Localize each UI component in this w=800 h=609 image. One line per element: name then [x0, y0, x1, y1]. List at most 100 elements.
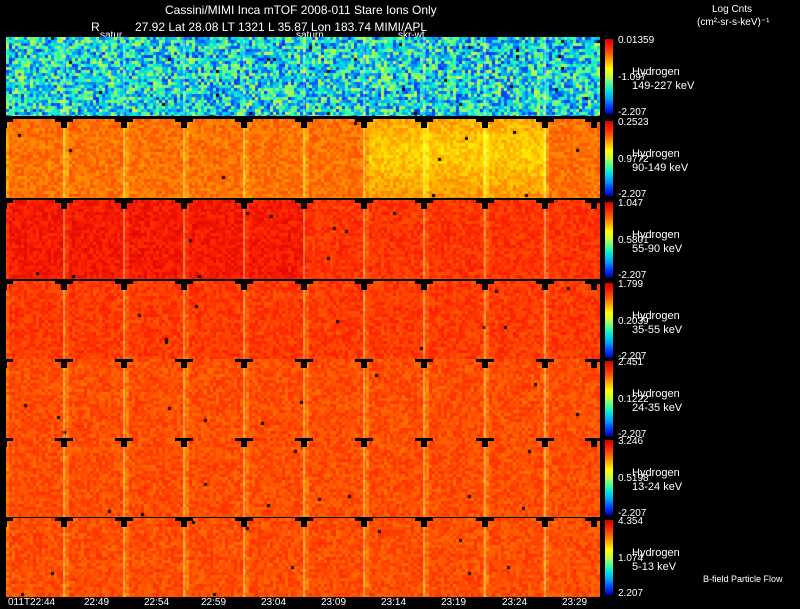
spectrogram-image [6, 359, 600, 438]
cross-marker [415, 200, 433, 209]
colorbar-max: 0.2523 [618, 117, 649, 128]
energy-label: 13-24 keV [632, 481, 683, 493]
colorbar-min: -2.207 [618, 351, 647, 362]
cross-marker [55, 119, 73, 128]
colorbar [605, 202, 613, 277]
cross-marker [235, 518, 253, 527]
colorbar [605, 283, 613, 358]
species-label: Hydrogen [632, 229, 680, 241]
cross-marker [476, 359, 494, 368]
cross-marker [585, 359, 600, 368]
energy-label: 24-35 keV [632, 402, 683, 414]
spectrogram-panel [6, 438, 600, 517]
x-tick-label: 23:29 [562, 597, 588, 608]
spectrogram-panel [6, 37, 600, 116]
cross-marker [55, 200, 73, 209]
panel-grid [6, 438, 600, 517]
cross-marker [6, 200, 13, 209]
colorbar [605, 361, 613, 436]
cross-marker [476, 518, 494, 527]
cross-marker [585, 119, 600, 128]
cross-marker [295, 438, 313, 447]
colorbar [605, 121, 613, 196]
cross-marker [295, 359, 313, 368]
x-tick-label: 23:09 [321, 597, 347, 608]
species-label: Hydrogen [632, 467, 680, 479]
colorbar [605, 520, 613, 595]
panel-label: Hydrogen 24-35 keV [632, 387, 682, 415]
x-tick-label: 22:49 [84, 597, 110, 608]
cross-marker [295, 200, 313, 209]
cross-marker [536, 200, 554, 209]
spectrogram-image [6, 37, 600, 116]
cross-marker [476, 200, 494, 209]
cross-marker [115, 281, 133, 290]
cross-marker [175, 200, 193, 209]
cross-marker [235, 281, 253, 290]
cross-marker [55, 281, 73, 290]
cross-marker [235, 200, 253, 209]
panel-grid [6, 119, 600, 198]
cross-marker [175, 518, 193, 527]
x-tick-label: 23:04 [261, 597, 287, 608]
colorbar-max: 1.799 [618, 279, 644, 290]
colorbar-max: 2.451 [618, 357, 644, 368]
cross-marker [585, 438, 600, 447]
r-label: R [91, 20, 100, 34]
colorbar-mid: 0.5801 [618, 235, 649, 246]
cross-marker [115, 359, 133, 368]
colorbar [605, 39, 613, 114]
spectrogram-panel [6, 281, 600, 360]
units-formula: (cm²-sr-s-keV)⁻¹ [697, 17, 770, 28]
species-label: Hydrogen [632, 310, 680, 322]
energy-label: 35-55 keV [632, 324, 683, 336]
spectrogram-image [6, 200, 600, 279]
cross-marker [355, 200, 373, 209]
chart-title: Cassini/MIMI Inca mTOF 2008-011 Stare Io… [165, 3, 437, 17]
bfield-label: B-field Particle Flow [703, 574, 783, 584]
spectrogram-image [6, 518, 600, 597]
colorbar-max: 1.047 [618, 198, 644, 209]
spectrogram-panel [6, 518, 600, 597]
cross-marker [415, 438, 433, 447]
cross-marker [355, 438, 373, 447]
cross-marker [295, 518, 313, 527]
spectrogram-image [6, 438, 600, 517]
x-tick-label: 23:14 [381, 597, 407, 608]
panel-label: Hydrogen 35-55 keV [632, 309, 682, 337]
cross-marker [115, 200, 133, 209]
cross-marker [585, 281, 600, 290]
energy-label: 90-149 keV [632, 162, 689, 174]
cross-marker [6, 119, 13, 128]
x-tick-label: 22:54 [144, 597, 170, 608]
spectrogram-panel [6, 359, 600, 438]
cross-marker [175, 438, 193, 447]
cross-marker [175, 359, 193, 368]
cross-marker [175, 119, 193, 128]
energy-label: 55-90 keV [632, 243, 683, 255]
panel-label: Hydrogen 90-149 keV [632, 147, 688, 175]
spectrogram-image [6, 119, 600, 198]
spectrogram-panel [6, 200, 600, 279]
cross-marker [115, 119, 133, 128]
cross-marker [415, 119, 433, 128]
colorbar-max: 3.246 [618, 436, 644, 447]
cross-marker [536, 438, 554, 447]
x-tick-label: 23:19 [441, 597, 467, 608]
x-tick-label: 22:59 [201, 597, 227, 608]
panel-label: Hydrogen 5-13 keV [632, 546, 680, 574]
panel-grid [6, 200, 600, 279]
cross-marker [476, 281, 494, 290]
cross-marker [6, 518, 13, 527]
cross-marker [415, 359, 433, 368]
cross-marker [355, 119, 373, 128]
colorbar-mid: 0.9772 [618, 154, 649, 165]
panel-grid [6, 359, 600, 438]
panel-grid [63, 37, 546, 116]
colorbar-mid: -1.097 [618, 72, 647, 83]
cross-marker [536, 359, 554, 368]
energy-label: 149-227 keV [632, 80, 695, 92]
marker-saturn-1: satur [100, 30, 123, 41]
cross-marker [585, 518, 600, 527]
colorbar [605, 440, 613, 515]
